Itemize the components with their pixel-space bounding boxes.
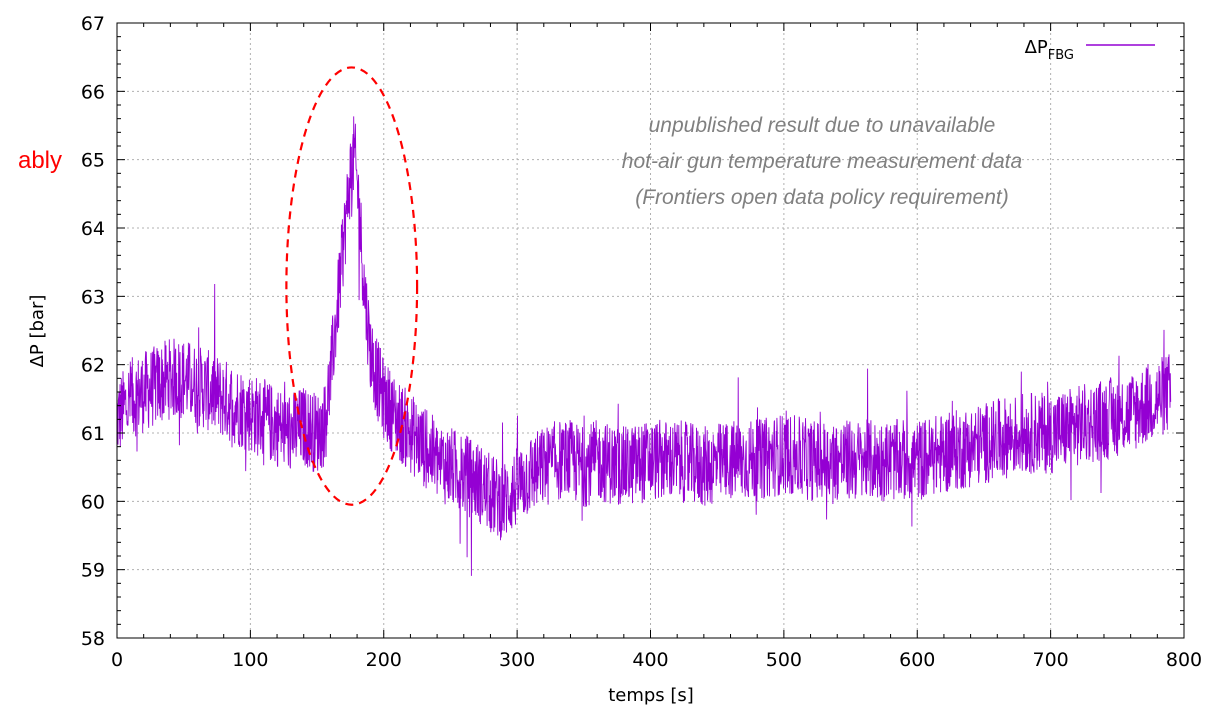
y-tick-label: 67 bbox=[81, 13, 105, 35]
annotation-note: unpublished result due to unavailable ho… bbox=[622, 114, 1022, 209]
annotation-line-1: unpublished result due to unavailable bbox=[649, 114, 996, 137]
y-axis-title: ΔP [bar] bbox=[27, 295, 48, 368]
x-tick-label: 700 bbox=[1032, 649, 1068, 671]
x-tick-label: 400 bbox=[632, 649, 668, 671]
axis-ticks bbox=[116, 22, 1185, 639]
legend: ΔPFBG bbox=[1025, 37, 1155, 63]
legend-label: ΔPFBG bbox=[1025, 37, 1074, 63]
series-line-dp-fbg bbox=[116, 116, 1172, 576]
x-tick-label: 500 bbox=[766, 649, 802, 671]
x-tick-label: 600 bbox=[899, 649, 935, 671]
peak-highlight-ellipse bbox=[285, 66, 419, 506]
y-tick-label: 64 bbox=[81, 218, 105, 240]
x-tick-label: 0 bbox=[111, 649, 123, 671]
tick-labels: 0 100 200 300 400 500 600 700 800 58 59 60 61 62 63 64 6… bbox=[81, 13, 1202, 671]
x-tick-label: 300 bbox=[499, 649, 535, 671]
x-tick-label: 200 bbox=[366, 649, 402, 671]
y-tick-label: 61 bbox=[81, 423, 105, 445]
series-layer bbox=[116, 116, 1172, 576]
y-tick-label: 65 bbox=[81, 150, 105, 172]
side-note-text: ably bbox=[18, 147, 62, 174]
x-tick-label: 800 bbox=[1166, 649, 1202, 671]
x-tick-label: 100 bbox=[232, 649, 268, 671]
y-tick-label: 66 bbox=[81, 81, 105, 103]
legend-label-sub: FBG bbox=[1048, 48, 1074, 63]
y-tick-label: 58 bbox=[81, 628, 105, 650]
y-tick-label: 60 bbox=[81, 491, 105, 513]
annotation-line-3: (Frontiers open data policy requirement) bbox=[635, 186, 1009, 209]
y-tick-label: 63 bbox=[81, 286, 105, 308]
x-axis-title: temps [s] bbox=[608, 685, 694, 706]
legend-label-main: ΔP bbox=[1025, 37, 1048, 58]
y-tick-label: 62 bbox=[81, 355, 105, 377]
y-tick-label: 59 bbox=[81, 560, 105, 582]
annotation-line-2: hot-air gun temperature measurement data bbox=[622, 150, 1022, 173]
